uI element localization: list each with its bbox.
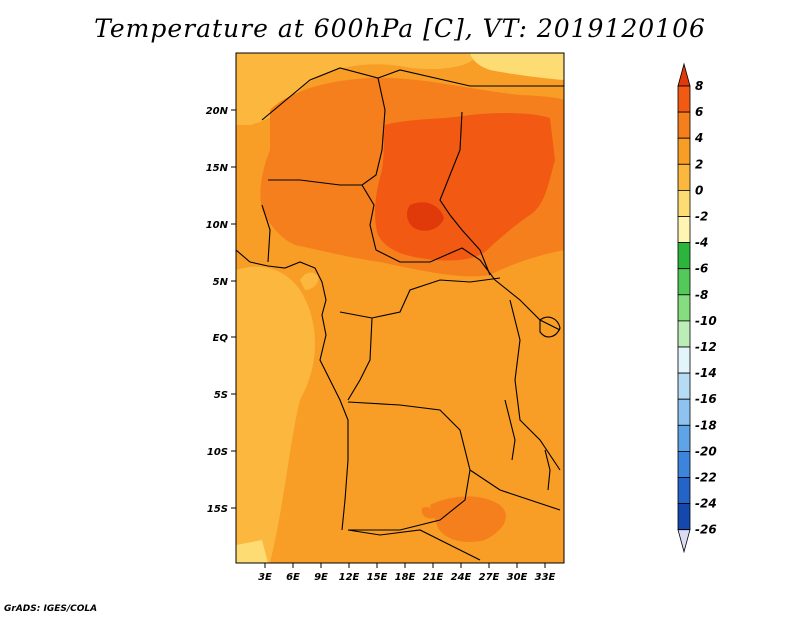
- y-tick-label: 15S: [207, 504, 228, 515]
- field-warm-south: [430, 496, 506, 542]
- colorbar-box: [677, 242, 691, 270]
- colorbar-box: [677, 450, 691, 478]
- field-hot-spot: [406, 202, 444, 231]
- colorbar-label: -12: [695, 340, 717, 354]
- colorbar-label: 8: [695, 79, 703, 93]
- colorbar-label: -26: [695, 523, 717, 537]
- y-tick-label: 15N: [206, 163, 229, 174]
- colorbar-label: -22: [695, 471, 717, 485]
- colorbar-label: 6: [695, 105, 703, 119]
- field-light-sahara: [300, 272, 319, 290]
- colorbar-box: [677, 137, 691, 165]
- x-tick-label: 12E: [339, 572, 360, 583]
- colorbar-top-triangle: [677, 62, 691, 87]
- border-congo: [339, 277, 501, 401]
- x-tick-label: 30E: [507, 572, 528, 583]
- credit-text: GrADS: IGES/COLA: [4, 604, 98, 614]
- x-tick-label: 6E: [286, 572, 300, 583]
- y-tick-label: 10N: [206, 220, 229, 231]
- lake-victoria: [539, 316, 561, 338]
- border-southern: [347, 529, 481, 561]
- field-pale-southwest: [236, 540, 268, 563]
- x-tick-label: 21E: [423, 572, 444, 583]
- map-title: Temperature at 600hPa [C], VT: 201912010…: [94, 14, 706, 43]
- colorbar-box: [677, 503, 691, 531]
- border-east: [469, 299, 561, 511]
- x-tick-label: 3E: [258, 572, 272, 583]
- colorbar-label: -8: [695, 288, 708, 302]
- field-light-southwest: [236, 266, 316, 563]
- colorbar-box: [677, 85, 691, 113]
- colorbar-box: [677, 372, 691, 400]
- colorbar-label: -2: [695, 210, 708, 224]
- colorbar-box: [677, 346, 691, 374]
- temperature-field: [236, 53, 564, 563]
- colorbar-label: -10: [695, 314, 717, 328]
- colorbar-label: -14: [695, 366, 717, 380]
- y-axis: 20N 15N 10N 5N EQ 5S 10S 15S: [206, 106, 236, 515]
- x-tick-label: 24E: [451, 572, 472, 583]
- y-tick-label: 10S: [207, 447, 228, 458]
- coastline-west-africa: [236, 249, 349, 531]
- country-borders: [236, 67, 564, 561]
- colorbar-label: -4: [695, 236, 708, 250]
- colorbar-label: 4: [694, 131, 703, 145]
- colorbar-box: [677, 163, 691, 191]
- colorbar-box: [677, 424, 691, 452]
- x-tick-label: 18E: [395, 572, 416, 583]
- field-pale-north: [470, 53, 564, 80]
- colorbar-label: 0: [695, 183, 703, 197]
- border-chad-sudan: [439, 111, 491, 276]
- border-nigeria: [261, 179, 362, 263]
- colorbar: 8 6 4 2 0 -2 -4 -6 -8 -10 -12 -14 -16 -18 -20 -22 -24 -26: [677, 62, 717, 554]
- x-tick-label: 9E: [314, 572, 328, 583]
- y-tick-label: 20N: [206, 106, 229, 117]
- x-axis: 3E 6E 9E 12E 15E 18E 21E 24E 27E 30E 33E: [258, 563, 556, 583]
- colorbar-box: [677, 189, 691, 217]
- field-light-northwest: [236, 53, 480, 125]
- field-warm-south-small: [421, 507, 435, 519]
- y-tick-label: 5S: [214, 390, 228, 401]
- colorbar-label: 2: [695, 157, 703, 171]
- colorbar-box: [677, 268, 691, 296]
- colorbar-label: -24: [695, 497, 717, 511]
- colorbar-label: -16: [695, 392, 717, 406]
- y-tick-label: 5N: [213, 277, 229, 288]
- lake-malawi: [544, 449, 551, 491]
- y-tick-label: EQ: [213, 333, 229, 344]
- x-tick-label: 33E: [535, 572, 556, 583]
- colorbar-box: [677, 398, 691, 426]
- border-car: [375, 247, 561, 331]
- x-tick-label: 15E: [367, 572, 388, 583]
- colorbar-label: -20: [695, 444, 717, 458]
- colorbar-label: -6: [695, 262, 708, 276]
- border-niger-chad: [361, 77, 386, 251]
- colorbar-box: [677, 477, 691, 505]
- colorbar-label: -18: [695, 418, 717, 432]
- colorbar-box: [677, 216, 691, 244]
- x-tick-label: 27E: [479, 572, 500, 583]
- colorbar-box: [677, 320, 691, 348]
- border-libya: [261, 67, 564, 121]
- colorbar-box: [677, 111, 691, 139]
- map-frame: [235, 52, 565, 564]
- colorbar-box: [677, 294, 691, 322]
- lake-tanganyika: [504, 399, 516, 461]
- colorbar-bottom-triangle: [677, 529, 691, 554]
